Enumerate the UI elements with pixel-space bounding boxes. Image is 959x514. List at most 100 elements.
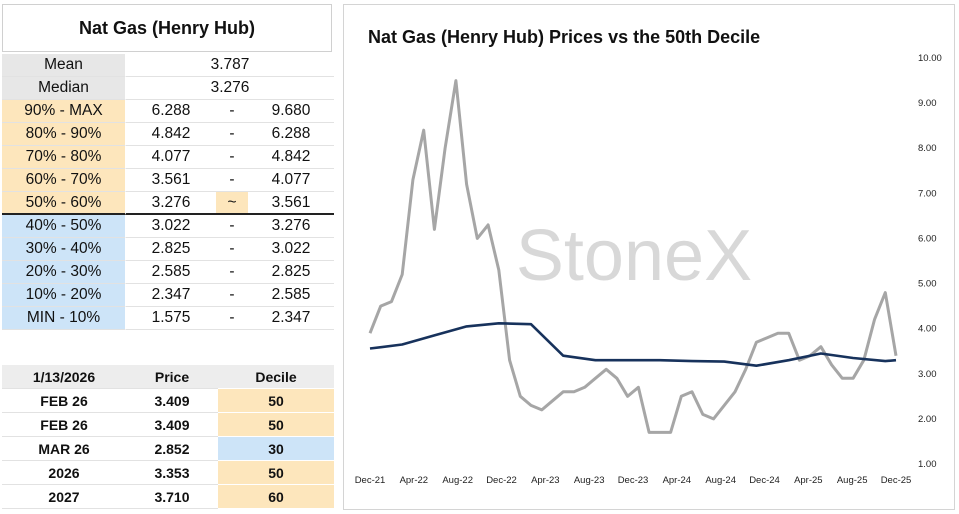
contract-cell: FEB 26 <box>2 413 126 437</box>
price-header-cell: Price <box>126 365 218 389</box>
decile-separator: - <box>216 215 248 238</box>
decile-label: 60% - 70% <box>2 169 126 192</box>
decile-separator: - <box>216 169 248 192</box>
decile-separator: - <box>216 284 248 307</box>
y-tick-label: 7.00 <box>918 188 937 199</box>
price-cell: 3.409 <box>126 413 218 437</box>
table-title: Nat Gas (Henry Hub) <box>2 4 332 52</box>
x-tick-label: Apr-23 <box>531 475 560 486</box>
decile-row: 70% - 80% 4.077-4.842 <box>2 146 334 169</box>
mean-value: 3.787 <box>126 54 334 77</box>
x-tick-label: Apr-24 <box>663 475 692 486</box>
decile-high: 3.022 <box>248 238 334 261</box>
mean-row: Mean 3.787 <box>2 54 334 77</box>
decile-row: 80% - 90% 4.842-6.288 <box>2 123 334 146</box>
decile-separator: - <box>216 123 248 146</box>
decile-row: 30% - 40% 2.825-3.022 <box>2 238 334 261</box>
decile-cell: 30 <box>218 437 334 461</box>
decile-row: 90% - MAX 6.288-9.680 <box>2 100 334 123</box>
price-cell: 3.353 <box>126 461 218 485</box>
decile-separator: - <box>216 146 248 169</box>
decile-high: 3.561 <box>248 192 334 215</box>
mean-label: Mean <box>2 54 126 77</box>
decile-label: 40% - 50% <box>2 215 126 238</box>
median-label: Median <box>2 77 126 100</box>
price-row: 2026 3.353 50 <box>2 461 334 485</box>
decile-label: 70% - 80% <box>2 146 126 169</box>
decile-low: 3.276 <box>126 192 216 215</box>
price-row: MAR 26 2.852 30 <box>2 437 334 461</box>
decile-low: 4.842 <box>126 123 216 146</box>
price-cell: 2.852 <box>126 437 218 461</box>
x-tick-label: Apr-22 <box>400 475 429 486</box>
x-tick-label: Dec-21 <box>355 475 386 486</box>
decile-label: 80% - 90% <box>2 123 126 146</box>
decile-separator: - <box>216 307 248 330</box>
decile-low: 1.575 <box>126 307 216 330</box>
decile-low: 3.561 <box>126 169 216 192</box>
chart-panel: Nat Gas (Henry Hub) Prices vs the 50th D… <box>343 4 955 510</box>
y-tick-label: 8.00 <box>918 143 937 154</box>
x-tick-label: Aug-24 <box>705 475 736 486</box>
decile-separator: ~ <box>216 192 248 215</box>
decile-row: 40% - 50% 3.022-3.276 <box>2 215 334 238</box>
y-tick-label: 1.00 <box>918 459 937 470</box>
decile-cell: 50 <box>218 389 334 413</box>
price-table-header: 1/13/2026 Price Decile <box>2 365 334 389</box>
y-tick-label: 2.00 <box>918 414 937 425</box>
decile-high: 9.680 <box>248 100 334 123</box>
decile-low: 6.288 <box>126 100 216 123</box>
decile-low: 3.022 <box>126 215 216 238</box>
price-row: FEB 26 3.409 50 <box>2 413 334 437</box>
x-tick-label: Aug-25 <box>837 475 868 486</box>
decile-high: 2.347 <box>248 307 334 330</box>
x-tick-label: Dec-25 <box>881 475 912 486</box>
decile-label: 50% - 60% <box>2 192 126 215</box>
decile-table-panel: Nat Gas (Henry Hub) Mean 3.787 Median 3.… <box>2 2 334 510</box>
decile-separator: - <box>216 100 248 123</box>
decile-row: 20% - 30% 2.585-2.825 <box>2 261 334 284</box>
median-row: Median 3.276 <box>2 77 334 100</box>
decile-label: 30% - 40% <box>2 238 126 261</box>
decile-low: 2.347 <box>126 284 216 307</box>
decile-row: MIN - 10% 1.575-2.347 <box>2 307 334 330</box>
price-cell: 3.710 <box>126 485 218 509</box>
decile-cell: 50 <box>218 461 334 485</box>
decile-high: 2.585 <box>248 284 334 307</box>
decile-low: 4.077 <box>126 146 216 169</box>
chart-canvas: StoneX 1.00 2.00 3.00 4.00 5.00 6.00 7.00 8.00 9.… <box>355 53 942 486</box>
decile-row: 60% - 70% 3.561-4.077 <box>2 169 334 192</box>
chart-title: Nat Gas (Henry Hub) Prices vs the 50th D… <box>368 27 761 47</box>
decile-low: 2.825 <box>126 238 216 261</box>
y-tick-label: 9.00 <box>918 98 937 109</box>
decile-separator: - <box>216 261 248 284</box>
x-tick-label: Dec-22 <box>486 475 517 486</box>
decile-high: 3.276 <box>248 215 334 238</box>
price-header-cell: Decile <box>218 365 334 389</box>
decile-high: 4.077 <box>248 169 334 192</box>
decile-high: 2.825 <box>248 261 334 284</box>
x-tick-label: Aug-22 <box>442 475 473 486</box>
watermark-logo: StoneX <box>516 216 752 296</box>
contract-cell: 2027 <box>2 485 126 509</box>
decile-label: 10% - 20% <box>2 284 126 307</box>
decile-high: 6.288 <box>248 123 334 146</box>
decile-separator: - <box>216 238 248 261</box>
x-tick-label: Apr-25 <box>794 475 823 486</box>
median-series-line <box>369 321 897 368</box>
decile-label: 90% - MAX <box>2 100 126 123</box>
x-tick-label: Dec-24 <box>749 475 780 486</box>
price-row: 2027 3.710 60 <box>2 485 334 509</box>
y-tick-label: 10.00 <box>918 53 942 64</box>
price-cell: 3.409 <box>126 389 218 413</box>
decile-low: 2.585 <box>126 261 216 284</box>
median-value: 3.276 <box>126 77 334 100</box>
contract-cell: 2026 <box>2 461 126 485</box>
decile-label: MIN - 10% <box>2 307 126 330</box>
decile-cell: 60 <box>218 485 334 509</box>
decile-high: 4.842 <box>248 146 334 169</box>
y-tick-label: 3.00 <box>918 369 937 380</box>
contract-cell: MAR 26 <box>2 437 126 461</box>
decile-cell: 50 <box>218 413 334 437</box>
decile-row: 10% - 20% 2.347-2.585 <box>2 284 334 307</box>
